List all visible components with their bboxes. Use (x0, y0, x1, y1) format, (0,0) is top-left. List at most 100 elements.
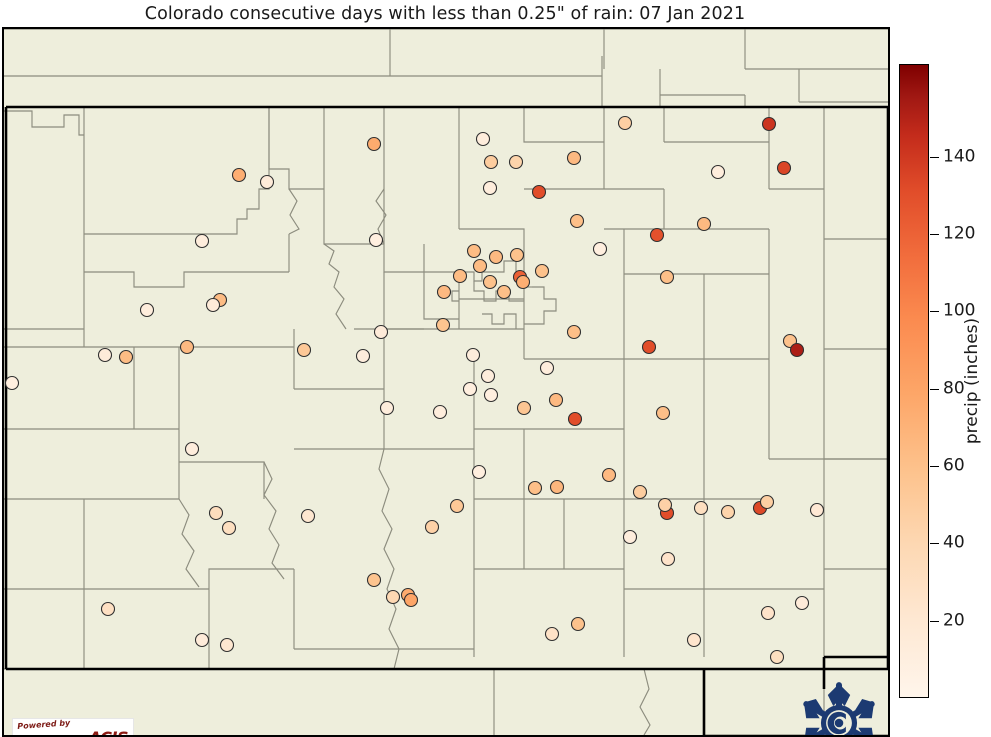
station-point[interactable] (462, 381, 478, 397)
station-point[interactable] (655, 405, 671, 421)
station-point[interactable] (693, 500, 709, 516)
station-point[interactable] (452, 268, 468, 284)
station-point[interactable] (194, 632, 210, 648)
station-point[interactable] (259, 174, 275, 190)
station-point[interactable] (548, 392, 564, 408)
colorbar[interactable] (899, 64, 929, 698)
station-point[interactable] (436, 284, 452, 300)
station-point[interactable] (769, 649, 785, 665)
map-panel[interactable]: Powered by ACIS Regional Climate Centers (2, 27, 890, 737)
station-point[interactable] (710, 164, 726, 180)
station-point[interactable] (482, 180, 498, 196)
station-point[interactable] (789, 342, 805, 358)
station-point[interactable] (379, 400, 395, 416)
map-background (4, 29, 888, 735)
station-point[interactable] (355, 348, 371, 364)
station-point[interactable] (720, 504, 736, 520)
station-point[interactable] (139, 302, 155, 318)
state-boundaries (4, 105, 888, 735)
acis-logo: Powered by ACIS Regional Climate Centers (12, 718, 134, 735)
station-point[interactable] (179, 339, 195, 355)
station-point[interactable] (649, 227, 665, 243)
station-point[interactable] (516, 400, 532, 416)
station-point[interactable] (617, 115, 633, 131)
station-point[interactable] (300, 508, 316, 524)
colorbar-gradient (900, 65, 928, 697)
station-point[interactable] (4, 375, 20, 391)
station-point[interactable] (432, 404, 448, 420)
station-point[interactable] (566, 324, 582, 340)
station-point[interactable] (466, 243, 482, 259)
colorbar-axis-label: precip (inches) (952, 0, 991, 737)
station-point[interactable] (100, 601, 116, 617)
station-point[interactable] (657, 497, 673, 513)
station-point[interactable] (118, 349, 134, 365)
station-point[interactable] (759, 494, 775, 510)
station-point[interactable] (659, 269, 675, 285)
station-points-layer[interactable] (4, 115, 825, 665)
station-point[interactable] (508, 154, 524, 170)
station-point[interactable] (296, 342, 312, 358)
station-point[interactable] (368, 232, 384, 248)
station-point[interactable] (641, 339, 657, 355)
station-point[interactable] (480, 368, 496, 384)
station-point[interactable] (449, 498, 465, 514)
colorbar-tick-label: 20 (943, 610, 965, 631)
station-point[interactable] (534, 263, 550, 279)
station-point[interactable] (205, 297, 221, 313)
station-point[interactable] (366, 136, 382, 152)
station-point[interactable] (435, 317, 451, 333)
station-point[interactable] (496, 284, 512, 300)
colorado-map[interactable] (4, 29, 888, 735)
station-point[interactable] (219, 637, 235, 653)
station-point[interactable] (686, 632, 702, 648)
page-title: Colorado consecutive days with less than… (144, 4, 746, 24)
station-point[interactable] (424, 519, 440, 535)
station-point[interactable] (794, 595, 810, 611)
station-point[interactable] (184, 441, 200, 457)
station-point[interactable] (527, 480, 543, 496)
station-point[interactable] (544, 626, 560, 642)
station-point[interactable] (601, 467, 617, 483)
station-point[interactable] (515, 274, 531, 290)
station-point[interactable] (471, 464, 487, 480)
station-point[interactable] (488, 249, 504, 265)
station-point[interactable] (483, 154, 499, 170)
colorbar-tick (930, 234, 939, 236)
station-point[interactable] (569, 213, 585, 229)
station-point[interactable] (465, 347, 481, 363)
station-point[interactable] (509, 247, 525, 263)
station-point[interactable] (373, 324, 389, 340)
station-point[interactable] (566, 150, 582, 166)
station-point[interactable] (221, 520, 237, 536)
station-point[interactable] (632, 484, 648, 500)
station-point[interactable] (760, 605, 776, 621)
colorbar-tick-label: 120 (943, 223, 976, 244)
station-point[interactable] (472, 258, 488, 274)
station-point[interactable] (549, 479, 565, 495)
station-point[interactable] (231, 167, 247, 183)
station-point[interactable] (483, 387, 499, 403)
station-point[interactable] (809, 502, 825, 518)
station-point[interactable] (592, 241, 608, 257)
station-point[interactable] (776, 160, 792, 176)
station-point[interactable] (761, 116, 777, 132)
station-point[interactable] (385, 589, 401, 605)
station-point[interactable] (567, 411, 583, 427)
station-point[interactable] (366, 572, 382, 588)
acis-powered-by: Powered by (17, 718, 71, 731)
station-point[interactable] (531, 184, 547, 200)
station-point[interactable] (482, 274, 498, 290)
station-point[interactable] (622, 529, 638, 545)
station-point[interactable] (570, 616, 586, 632)
station-point[interactable] (660, 551, 676, 567)
station-point[interactable] (194, 233, 210, 249)
colorbar-tick-label: 100 (943, 300, 976, 321)
colorbar-tick (930, 388, 939, 390)
station-point[interactable] (97, 347, 113, 363)
station-point[interactable] (208, 505, 224, 521)
station-point[interactable] (403, 592, 419, 608)
station-point[interactable] (475, 131, 491, 147)
station-point[interactable] (539, 360, 555, 376)
station-point[interactable] (696, 216, 712, 232)
